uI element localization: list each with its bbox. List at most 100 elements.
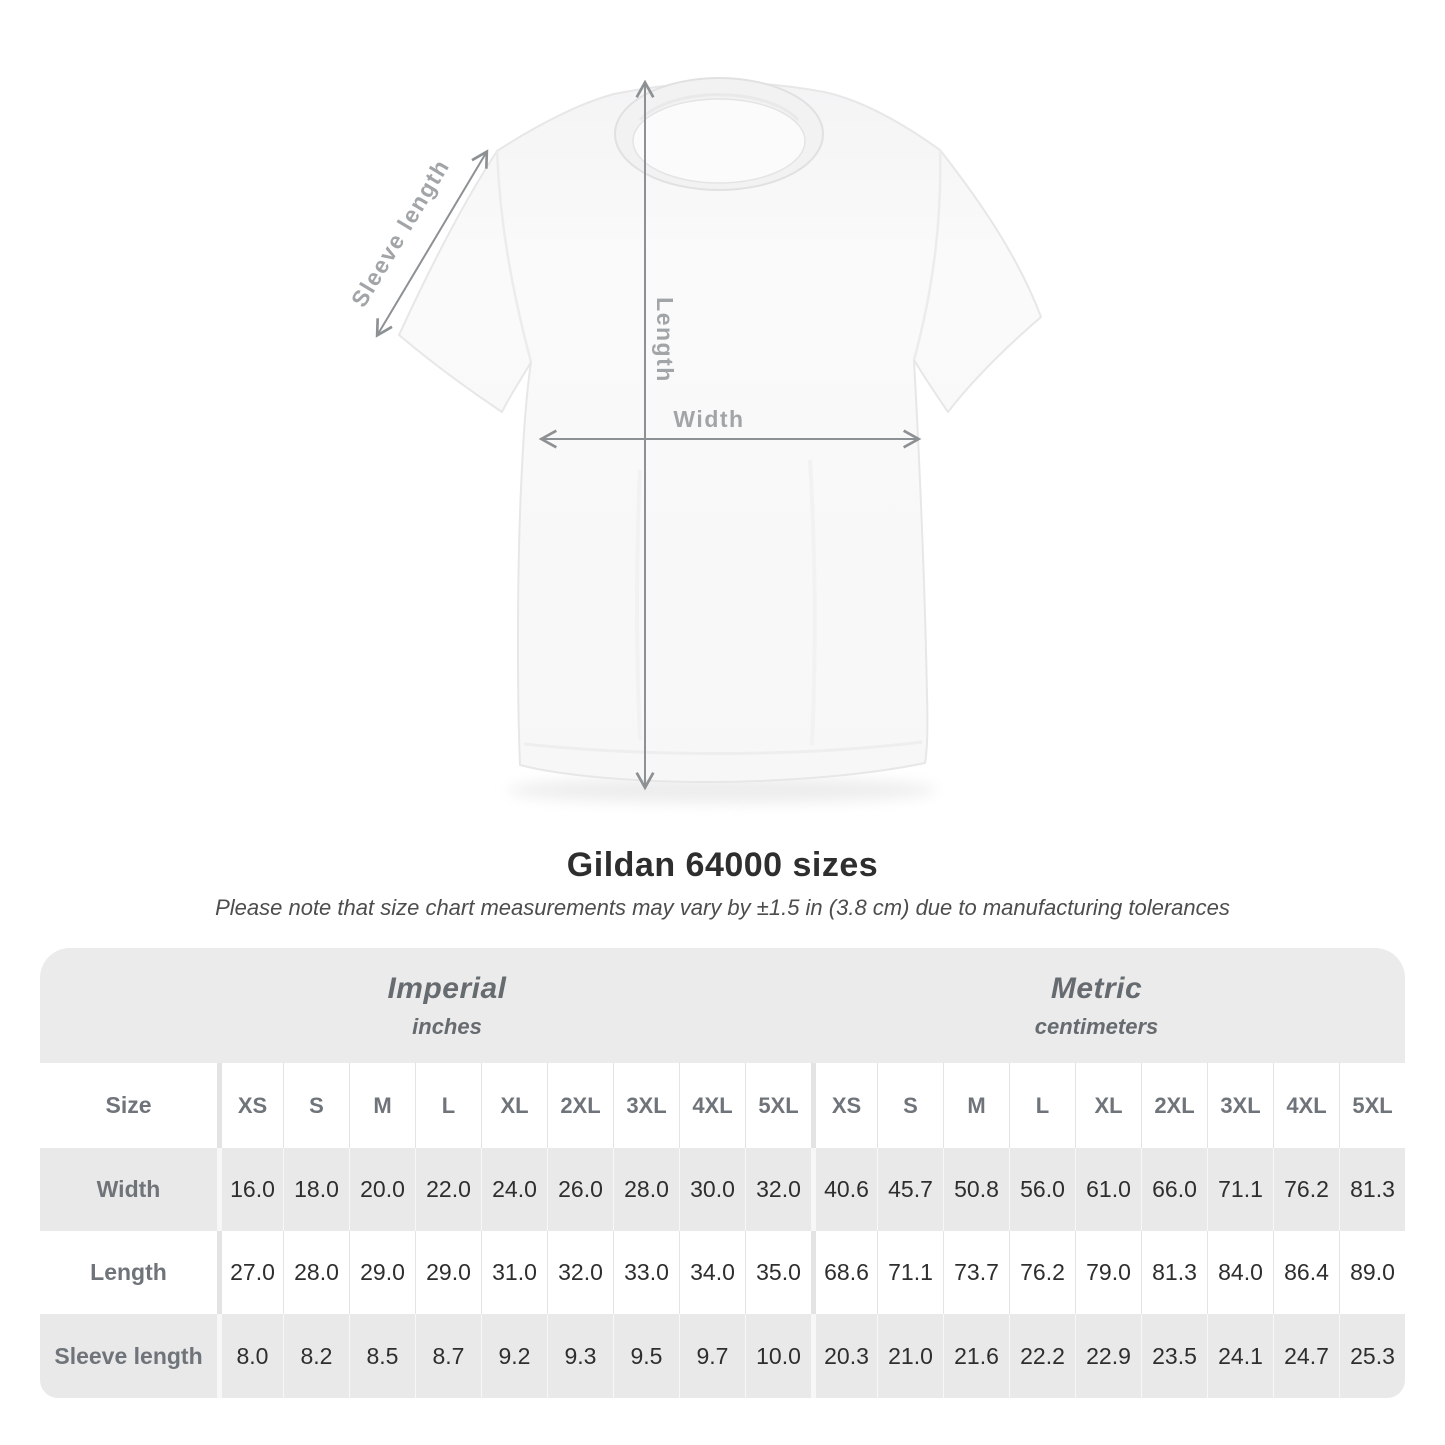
value-cell: 9.7 (679, 1314, 745, 1398)
value-cell: 23.5 (1141, 1314, 1207, 1398)
value-cell: 32.0 (547, 1231, 613, 1314)
value-cell: 10.0 (745, 1314, 811, 1398)
size-header-metric-xs: XS (811, 1063, 877, 1148)
size-header-imperial-xl: XL (481, 1063, 547, 1148)
value-cell: 31.0 (481, 1231, 547, 1314)
table-row-sleeve-length: Sleeve length 8.0 8.2 8.5 8.7 9.2 9.3 9.5 9.7 10.… (40, 1314, 1406, 1398)
size-header-metric-3xl: 3XL (1207, 1063, 1273, 1148)
section-imperial-unit: inches (412, 1013, 482, 1039)
value-cell: 28.0 (283, 1231, 349, 1314)
size-header-imperial-xs: XS (217, 1063, 283, 1148)
length-label: Length (652, 297, 678, 383)
value-cell: 66.0 (1141, 1148, 1207, 1231)
width-label: Width (673, 406, 744, 432)
value-cell: 22.2 (1009, 1314, 1075, 1398)
size-column-header: Size (40, 1063, 217, 1148)
value-cell: 24.7 (1273, 1314, 1339, 1398)
size-header-metric-m: M (943, 1063, 1009, 1148)
value-cell: 8.7 (415, 1314, 481, 1398)
value-cell: 29.0 (349, 1231, 415, 1314)
size-header-metric-4xl: 4XL (1273, 1063, 1339, 1148)
value-cell: 84.0 (1207, 1231, 1273, 1314)
value-cell: 56.0 (1009, 1148, 1075, 1231)
collar-opening (632, 98, 806, 184)
size-header-imperial-3xl: 3XL (613, 1063, 679, 1148)
value-cell: 76.2 (1009, 1231, 1075, 1314)
value-cell: 79.0 (1075, 1231, 1141, 1314)
collar-inner-shadow (638, 93, 800, 121)
tolerance-note: Please note that size chart measurements… (215, 895, 1230, 920)
section-imperial-name: Imperial (387, 971, 507, 1005)
value-cell: 26.0 (547, 1148, 613, 1231)
section-imperial: Imperial inches (40, 948, 811, 1063)
row-label: Length (40, 1231, 217, 1314)
size-header-imperial-2xl: 2XL (547, 1063, 613, 1148)
value-cell: 71.1 (877, 1231, 943, 1314)
size-table: Imperial inches Metric centimeters Size … (40, 948, 1406, 1398)
value-cell: 21.0 (877, 1314, 943, 1398)
value-cell: 22.0 (415, 1148, 481, 1231)
value-cell: 81.3 (1141, 1231, 1207, 1314)
size-header-row: Size XS S M L XL 2XL 3XL 4XL 5XL XS S M L XL 2XL 3XL 4XL… (40, 1063, 1406, 1148)
value-cell: 89.0 (1339, 1231, 1406, 1314)
value-cell: 40.6 (811, 1148, 877, 1231)
section-metric: Metric centimeters (811, 948, 1406, 1063)
row-label: Width (40, 1148, 217, 1231)
value-cell: 32.0 (745, 1148, 811, 1231)
value-cell: 8.5 (349, 1314, 415, 1398)
value-cell: 24.1 (1207, 1314, 1273, 1398)
hem-stitch (523, 740, 923, 755)
fabric-crease (808, 459, 817, 746)
size-header-metric-s: S (877, 1063, 943, 1148)
value-cell: 86.4 (1273, 1231, 1339, 1314)
value-cell: 61.0 (1075, 1148, 1141, 1231)
table-row-length: Length 27.0 28.0 29.0 29.0 31.0 32.0 33.0 34.0 35… (40, 1231, 1406, 1314)
section-metric-name: Metric (1050, 971, 1143, 1005)
page-title: Gildan 64000 sizes (566, 846, 879, 884)
value-cell: 9.2 (481, 1314, 547, 1398)
value-cell: 30.0 (679, 1148, 745, 1231)
value-cell: 16.0 (217, 1148, 283, 1231)
value-cell: 34.0 (679, 1231, 745, 1314)
value-cell: 76.2 (1273, 1148, 1339, 1231)
value-cell: 25.3 (1339, 1314, 1406, 1398)
size-header-imperial-m: M (349, 1063, 415, 1148)
value-cell: 28.0 (613, 1148, 679, 1231)
table-row-width: Width 16.0 18.0 20.0 22.0 24.0 26.0 28.0 30.0 32.… (40, 1148, 1406, 1231)
value-cell: 24.0 (481, 1148, 547, 1231)
size-header-imperial-4xl: 4XL (679, 1063, 745, 1148)
value-cell: 9.5 (613, 1314, 679, 1398)
value-cell: 18.0 (283, 1148, 349, 1231)
size-header-metric-5xl: 5XL (1339, 1063, 1406, 1148)
tshirt-diagram: Sleeve length Length Width (346, 77, 1042, 803)
row-label: Sleeve length (40, 1314, 217, 1398)
size-header-imperial-s: S (283, 1063, 349, 1148)
value-cell: 9.3 (547, 1314, 613, 1398)
value-cell: 71.1 (1207, 1148, 1273, 1231)
value-cell: 27.0 (217, 1231, 283, 1314)
size-header-metric-2xl: 2XL (1141, 1063, 1207, 1148)
section-metric-unit: centimeters (1034, 1013, 1159, 1039)
shirt-shadow (507, 777, 937, 803)
value-cell: 81.3 (1339, 1148, 1406, 1231)
value-cell: 45.7 (877, 1148, 943, 1231)
unit-section-row: Imperial inches Metric centimeters (40, 948, 1406, 1063)
left-sleeve-seam (495, 150, 533, 363)
value-cell: 29.0 (415, 1231, 481, 1314)
value-cell: 22.9 (1075, 1314, 1141, 1398)
value-cell: 20.3 (811, 1314, 877, 1398)
value-cell: 50.8 (943, 1148, 1009, 1231)
value-cell: 73.7 (943, 1231, 1009, 1314)
value-cell: 20.0 (349, 1148, 415, 1231)
size-header-imperial-l: L (415, 1063, 481, 1148)
right-sleeve-seam (912, 149, 942, 361)
value-cell: 35.0 (745, 1231, 811, 1314)
size-header-metric-xl: XL (1075, 1063, 1141, 1148)
value-cell: 33.0 (613, 1231, 679, 1314)
size-header-imperial-5xl: 5XL (745, 1063, 811, 1148)
value-cell: 8.0 (217, 1314, 283, 1398)
size-header-metric-l: L (1009, 1063, 1075, 1148)
value-cell: 21.6 (943, 1314, 1009, 1398)
value-cell: 68.6 (811, 1231, 877, 1314)
